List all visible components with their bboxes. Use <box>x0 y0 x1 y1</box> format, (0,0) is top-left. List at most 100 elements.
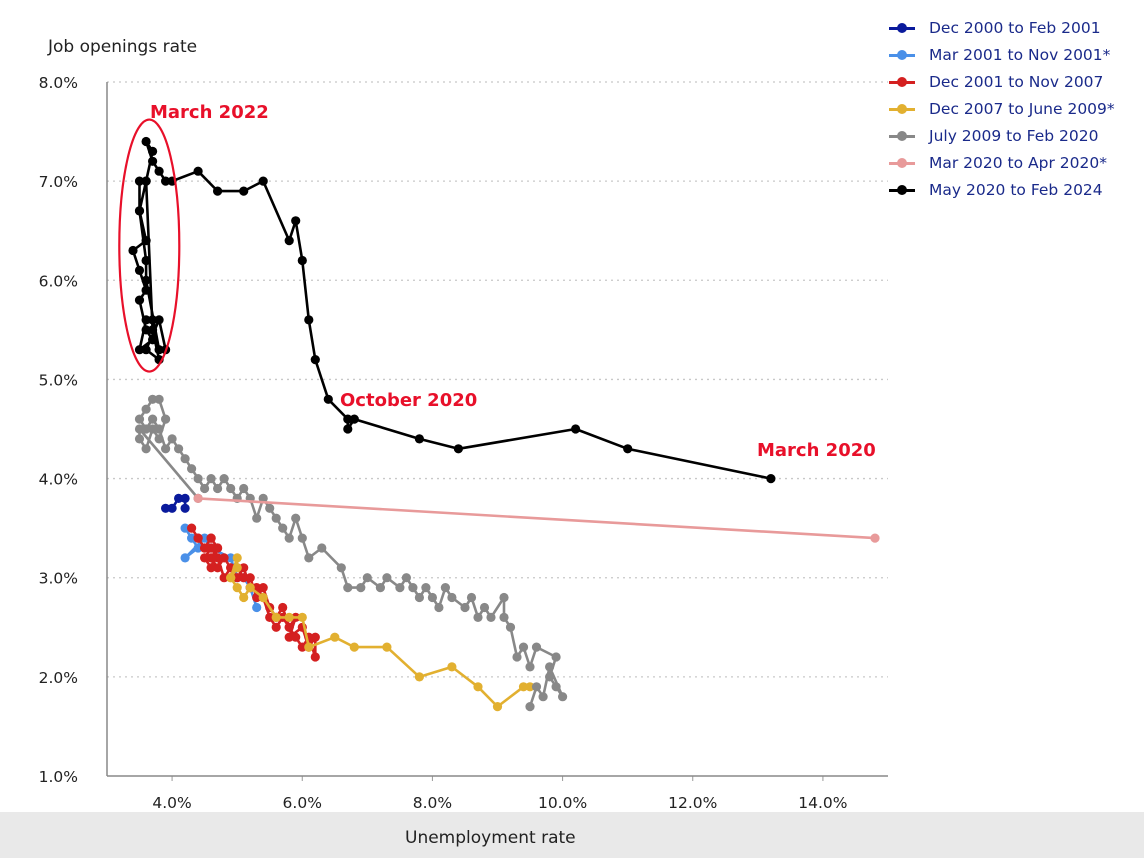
data-point <box>525 662 535 672</box>
data-point <box>505 622 516 632</box>
data-point <box>284 236 294 246</box>
data-point <box>271 513 281 523</box>
data-point <box>161 444 171 454</box>
data-point <box>239 563 249 573</box>
data-point <box>232 563 242 573</box>
data-point <box>141 315 151 325</box>
data-point <box>180 553 190 563</box>
data-point <box>134 206 145 216</box>
data-point <box>525 702 535 712</box>
data-point <box>258 493 268 503</box>
data-point <box>134 345 145 355</box>
data-point <box>336 563 346 573</box>
data-point <box>180 454 190 464</box>
data-point <box>193 166 203 176</box>
highlight-ellipse <box>118 118 181 373</box>
data-point <box>434 602 444 613</box>
data-point <box>343 583 353 593</box>
data-point <box>239 186 249 196</box>
legend-item: Dec 2000 to Feb 2001 <box>885 14 1115 41</box>
data-point <box>408 583 418 593</box>
data-point <box>187 533 197 543</box>
data-point <box>545 672 555 682</box>
data-point <box>239 592 249 603</box>
legend-item: July 2009 to Feb 2020 <box>885 122 1115 149</box>
data-point <box>141 136 151 147</box>
data-point <box>323 394 333 404</box>
data-point <box>466 592 477 603</box>
data-point <box>167 503 177 513</box>
x-axis-title: Unemployment rate <box>405 828 576 848</box>
legend-marker-icon <box>885 183 919 197</box>
data-point <box>239 483 249 494</box>
data-point <box>134 295 145 305</box>
data-point <box>538 692 548 702</box>
data-point <box>349 642 359 652</box>
data-point <box>284 632 294 642</box>
data-point <box>141 424 151 434</box>
data-point <box>870 533 880 543</box>
annotation-label: October 2020 <box>340 390 477 411</box>
data-point <box>226 553 236 563</box>
data-point <box>343 414 353 424</box>
legend-marker-icon <box>885 75 919 89</box>
data-point <box>310 632 320 642</box>
x-tick-label: 6.0% <box>283 794 322 812</box>
data-point <box>479 602 490 613</box>
data-point <box>200 543 210 553</box>
data-point <box>141 325 151 335</box>
data-point <box>343 424 353 434</box>
data-point <box>545 662 555 672</box>
data-point <box>148 394 158 404</box>
y-tick-labels: 1.0% 2.0% 3.0% 4.0% 5.0% 6.0% 7.0% 8.0% <box>39 74 78 786</box>
data-point <box>525 682 535 692</box>
data-point <box>193 533 203 543</box>
data-point <box>460 602 470 613</box>
data-point <box>499 592 509 603</box>
annotation-label: March 2022 <box>150 102 269 123</box>
data-point <box>310 652 320 662</box>
data-point <box>174 444 184 454</box>
data-point <box>232 553 242 563</box>
data-point <box>447 662 457 672</box>
data-point <box>330 632 340 642</box>
data-point <box>252 602 262 613</box>
data-point <box>258 583 268 593</box>
data-point <box>499 612 509 623</box>
data-point <box>206 543 216 553</box>
data-point <box>278 602 288 613</box>
annotation-label: March 2020 <box>757 440 876 461</box>
data-point <box>265 503 275 513</box>
series-line <box>198 497 876 540</box>
legend-marker-icon <box>885 21 919 35</box>
data-point <box>297 642 307 652</box>
y-tick-label: 8.0% <box>39 74 78 92</box>
data-point <box>213 543 223 553</box>
data-point <box>258 592 268 603</box>
x-tick-labels: 4.0% 6.0% 8.0% 10.0% 12.0% 14.0% <box>152 776 848 812</box>
data-point <box>141 236 151 246</box>
data-point <box>362 573 372 583</box>
data-point <box>558 692 568 702</box>
data-point <box>213 186 223 196</box>
data-point <box>284 533 294 543</box>
data-point <box>271 622 281 632</box>
data-point <box>180 523 190 533</box>
data-point <box>206 553 216 563</box>
data-point <box>232 573 242 583</box>
data-point <box>447 592 457 603</box>
data-point <box>623 444 633 454</box>
y-tick-label: 2.0% <box>39 669 78 687</box>
legend-marker-icon <box>885 156 919 170</box>
legend-label: Dec 2000 to Feb 2001 <box>929 18 1101 37</box>
series-6 <box>193 493 880 543</box>
series-layer <box>128 136 880 712</box>
data-point <box>252 513 262 523</box>
data-point <box>440 583 450 593</box>
data-point <box>232 583 242 593</box>
data-point <box>148 424 158 434</box>
data-point <box>239 573 249 583</box>
data-point <box>226 483 236 494</box>
legend-item: Mar 2020 to Apr 2020* <box>885 149 1115 176</box>
y-tick-label: 5.0% <box>39 371 78 389</box>
